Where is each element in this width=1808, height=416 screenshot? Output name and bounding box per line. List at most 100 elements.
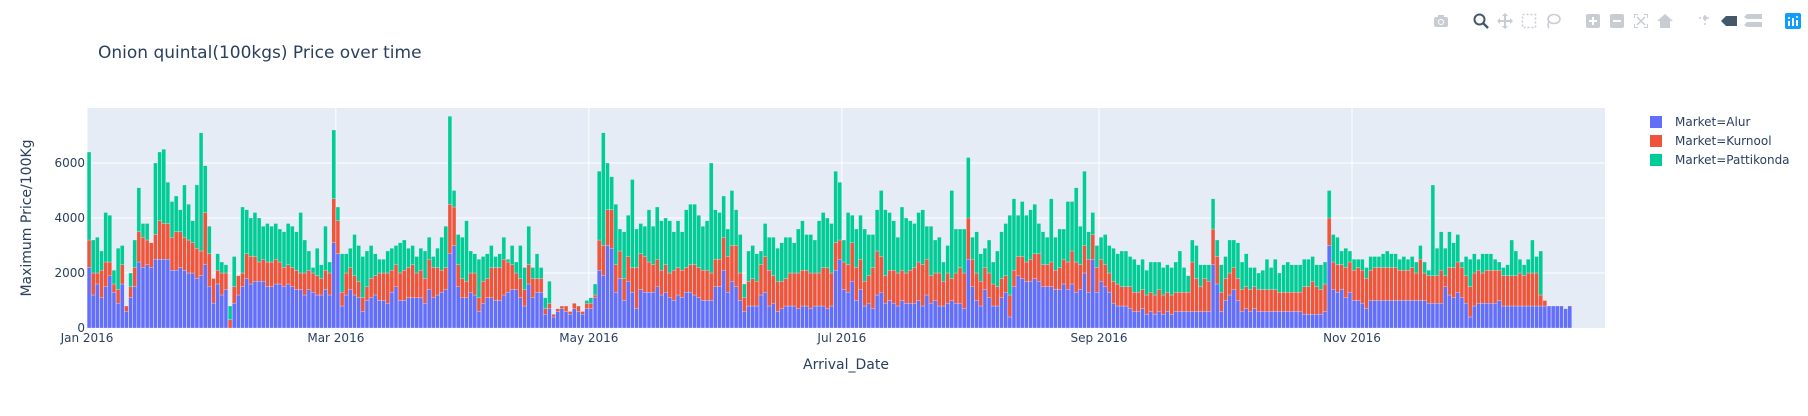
zoom-in-icon[interactable] [1582, 12, 1604, 30]
bar-alur[interactable] [1016, 276, 1020, 328]
bar-kurnool[interactable] [1054, 270, 1058, 289]
bar-kurnool[interactable] [460, 279, 464, 298]
bar-alur[interactable] [1472, 306, 1476, 328]
bar-pattikonda[interactable] [668, 221, 672, 273]
bar-kurnool[interactable] [377, 273, 381, 301]
bar-alur[interactable] [154, 259, 158, 328]
bar-kurnool[interactable] [635, 268, 639, 309]
bar-kurnool[interactable] [245, 254, 249, 279]
bar-kurnool[interactable] [1157, 290, 1161, 312]
bar-alur[interactable] [593, 298, 597, 328]
bar-kurnool[interactable] [771, 276, 775, 304]
bar-pattikonda[interactable] [1485, 254, 1489, 271]
bar-alur[interactable] [917, 301, 921, 329]
bar-pattikonda[interactable] [382, 259, 386, 273]
bar-pattikonda[interactable] [295, 232, 299, 271]
bar-alur[interactable] [1037, 281, 1041, 328]
bar-alur[interactable] [1049, 287, 1053, 328]
bar-alur[interactable] [913, 303, 917, 328]
bar-alur[interactable] [722, 270, 726, 328]
bar-kurnool[interactable] [1414, 273, 1418, 301]
bar-kurnool[interactable] [854, 268, 858, 301]
bar-pattikonda[interactable] [1257, 273, 1261, 290]
bar-alur[interactable] [523, 306, 527, 328]
bar-alur[interactable] [265, 287, 269, 328]
bar-alur[interactable] [1389, 301, 1393, 329]
legend-swatch-kurnool[interactable] [1650, 135, 1662, 147]
bar-pattikonda[interactable] [622, 232, 626, 279]
bar-pattikonda[interactable] [821, 213, 825, 268]
bar-alur[interactable] [1394, 301, 1398, 329]
bar-alur[interactable] [784, 306, 788, 328]
bar-kurnool[interactable] [183, 237, 187, 270]
bar-alur[interactable] [734, 287, 738, 328]
bar-kurnool[interactable] [817, 273, 821, 306]
bar-kurnool[interactable] [589, 303, 593, 309]
bar-alur[interactable] [1203, 312, 1207, 329]
bar-alur[interactable] [108, 276, 112, 328]
bar-pattikonda[interactable] [614, 204, 618, 265]
bar-kurnool[interactable] [236, 276, 240, 295]
bar-pattikonda[interactable] [440, 237, 444, 270]
bar-kurnool[interactable] [158, 221, 162, 260]
bar-pattikonda[interactable] [759, 251, 763, 265]
bar-pattikonda[interactable] [469, 251, 473, 273]
bar-alur[interactable] [120, 284, 124, 328]
bar-alur[interactable] [386, 303, 390, 328]
bar-kurnool[interactable] [178, 232, 182, 268]
bar-kurnool[interactable] [1307, 287, 1311, 315]
bar-alur[interactable] [473, 295, 477, 328]
bar-alur[interactable] [1406, 301, 1410, 329]
bar-alur[interactable] [315, 295, 319, 328]
bar-alur[interactable] [332, 243, 336, 328]
bar-kurnool[interactable] [1406, 270, 1410, 300]
bar-alur[interactable] [1439, 303, 1443, 328]
bar-alur[interactable] [1219, 312, 1223, 329]
bar-kurnool[interactable] [585, 303, 589, 309]
bar-alur[interactable] [444, 290, 448, 329]
bar-kurnool[interactable] [730, 246, 734, 282]
bar-alur[interactable] [178, 268, 182, 329]
bar-pattikonda[interactable] [1248, 268, 1252, 290]
bar-pattikonda[interactable] [1530, 240, 1534, 273]
bar-pattikonda[interactable] [1277, 273, 1281, 292]
bar-pattikonda[interactable] [1377, 257, 1381, 268]
bar-kurnool[interactable] [311, 273, 315, 292]
bar-alur[interactable] [1481, 303, 1485, 328]
bar-kurnool[interactable] [647, 262, 651, 292]
bar-alur[interactable] [1294, 312, 1298, 329]
bar-kurnool[interactable] [510, 265, 514, 290]
bar-alur[interactable] [241, 287, 245, 328]
bar-kurnool[interactable] [900, 270, 904, 300]
bar-kurnool[interactable] [738, 273, 742, 301]
bar-alur[interactable] [1054, 290, 1058, 329]
bar-kurnool[interactable] [1248, 290, 1252, 312]
bar-alur[interactable] [278, 284, 282, 328]
bar-pattikonda[interactable] [494, 257, 498, 268]
bar-kurnool[interactable] [784, 279, 788, 307]
bar-alur[interactable] [319, 295, 323, 328]
bar-alur[interactable] [1116, 306, 1120, 328]
bar-pattikonda[interactable] [460, 237, 464, 278]
bar-alur[interactable] [141, 268, 145, 329]
bar-pattikonda[interactable] [514, 262, 518, 273]
bar-pattikonda[interactable] [1298, 265, 1302, 293]
bar-alur[interactable] [149, 268, 153, 329]
bar-alur[interactable] [1493, 303, 1497, 328]
bar-alur[interactable] [1207, 312, 1211, 329]
bar-alur[interactable] [1228, 295, 1232, 328]
bar-alur[interactable] [1265, 312, 1269, 329]
bar-kurnool[interactable] [444, 268, 448, 290]
bar-alur[interactable] [1099, 281, 1103, 328]
bar-kurnool[interactable] [265, 262, 269, 287]
bar-kurnool[interactable] [664, 265, 668, 293]
bar-kurnool[interactable] [332, 199, 336, 243]
bar-kurnool[interactable] [1161, 295, 1165, 314]
bar-kurnool[interactable] [1389, 268, 1393, 301]
bar-alur[interactable] [1083, 273, 1087, 328]
bar-pattikonda[interactable] [427, 237, 431, 259]
bar-pattikonda[interactable] [365, 251, 369, 287]
bar-kurnool[interactable] [1377, 268, 1381, 301]
bar-alur[interactable] [830, 306, 834, 328]
bar-pattikonda[interactable] [879, 191, 883, 257]
